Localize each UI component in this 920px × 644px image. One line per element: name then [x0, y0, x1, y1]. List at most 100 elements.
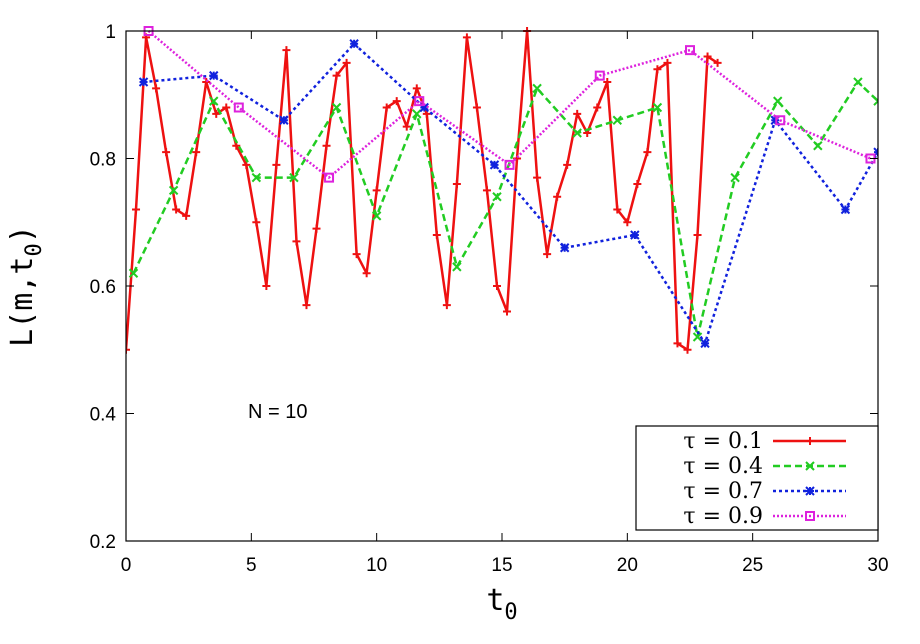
legend: τ = 0.1τ = 0.4τ = 0.7τ = 0.9	[635, 425, 879, 531]
data-point	[289, 172, 299, 183]
x-tick-label: 5	[246, 555, 257, 576]
y-tick-label: 1	[105, 22, 116, 43]
data-point	[362, 269, 371, 278]
data-point	[572, 128, 582, 138]
ticks-layer: 0 5 10 15 20 25 30 0.2 0.4 0.6 0.8 1	[90, 22, 889, 576]
legend-item: τ = 0.4	[683, 454, 846, 479]
data-point	[302, 301, 311, 310]
x-tick-label: 0	[121, 555, 132, 576]
marker-stroke	[652, 102, 663, 113]
data-point	[272, 160, 281, 169]
data-point	[692, 332, 703, 342]
y-axis-title-end: )	[5, 225, 40, 243]
marker-stroke	[251, 172, 262, 183]
marker-stroke	[492, 192, 502, 202]
data-point	[503, 307, 512, 316]
marker-stroke	[685, 45, 695, 56]
marker-stroke	[371, 211, 382, 221]
legend-label: τ = 0.1	[683, 429, 763, 454]
y-axis-title-sub: 0	[22, 243, 47, 256]
data-point	[685, 45, 695, 56]
marker-stroke	[128, 268, 139, 278]
y-axis-title-main: L(m,t	[5, 257, 40, 347]
marker-stroke	[289, 172, 299, 183]
data-point	[432, 231, 441, 239]
data-point	[222, 103, 231, 112]
data-point	[172, 205, 181, 214]
data-point	[342, 58, 351, 67]
data-point	[371, 211, 382, 221]
legend-item: τ = 0.9	[683, 504, 846, 529]
data-point	[673, 339, 682, 348]
marker-stroke	[805, 511, 815, 521]
data-point	[442, 301, 451, 310]
data-point	[162, 148, 171, 157]
marker-stroke	[873, 147, 878, 154]
data-point	[593, 103, 602, 112]
marker-stroke	[233, 102, 244, 113]
data-point	[482, 186, 491, 195]
data-point	[492, 282, 501, 290]
data-point	[612, 115, 623, 125]
data-point	[813, 141, 823, 151]
marker-stroke	[452, 262, 462, 272]
data-point	[623, 218, 632, 227]
y-tick-label: 0.6	[90, 277, 116, 298]
x-tick-label: 25	[742, 555, 763, 576]
data-point	[279, 115, 289, 125]
data-point	[212, 109, 221, 118]
data-point	[559, 243, 570, 253]
data-point	[462, 33, 471, 42]
data-point	[252, 218, 261, 227]
y-tick-label: 0.8	[90, 150, 116, 171]
data-point	[805, 486, 815, 496]
y-tick-label: 0.4	[90, 405, 117, 426]
legend-item: τ = 0.1	[683, 429, 846, 454]
data-point	[332, 71, 341, 80]
data-point	[730, 172, 740, 183]
data-point	[683, 345, 692, 354]
data-point	[713, 58, 722, 67]
data-point	[633, 180, 642, 188]
data-point	[553, 192, 562, 201]
data-point	[312, 224, 321, 233]
legend-label: τ = 0.4	[683, 454, 763, 479]
data-point	[700, 338, 710, 349]
data-point	[693, 231, 702, 239]
data-point	[331, 102, 342, 113]
data-point	[128, 268, 139, 278]
data-point	[392, 97, 401, 106]
data-point	[663, 58, 672, 67]
marker-stroke	[324, 172, 335, 183]
data-point	[138, 77, 149, 87]
data-point	[653, 65, 662, 74]
data-point	[168, 185, 179, 196]
x-tick-label: 15	[491, 555, 512, 576]
data-point	[703, 52, 712, 61]
x-tick-label: 30	[867, 555, 888, 576]
data-point	[603, 78, 612, 86]
data-point	[805, 461, 815, 471]
annotation-n: N = 10	[248, 401, 307, 423]
data-point	[805, 511, 815, 521]
marker-stroke	[873, 99, 878, 106]
x-axis-title-sub: 0	[504, 600, 517, 625]
marker-stroke	[873, 96, 878, 103]
data-point	[873, 96, 878, 106]
data-point	[412, 84, 421, 93]
data-point	[853, 77, 863, 87]
data-point	[643, 148, 652, 157]
data-point	[452, 262, 462, 272]
y-tick-label: 0.2	[90, 532, 116, 553]
marker-stroke	[504, 159, 515, 170]
data-point	[251, 172, 262, 183]
data-point	[372, 186, 381, 195]
data-point	[182, 211, 191, 220]
legend-label: τ = 0.7	[683, 479, 763, 504]
marker-stroke	[594, 70, 605, 81]
data-point	[132, 205, 141, 214]
data-point	[630, 230, 640, 240]
data-point	[282, 46, 291, 55]
data-point	[492, 192, 502, 202]
series-line	[126, 29, 719, 352]
